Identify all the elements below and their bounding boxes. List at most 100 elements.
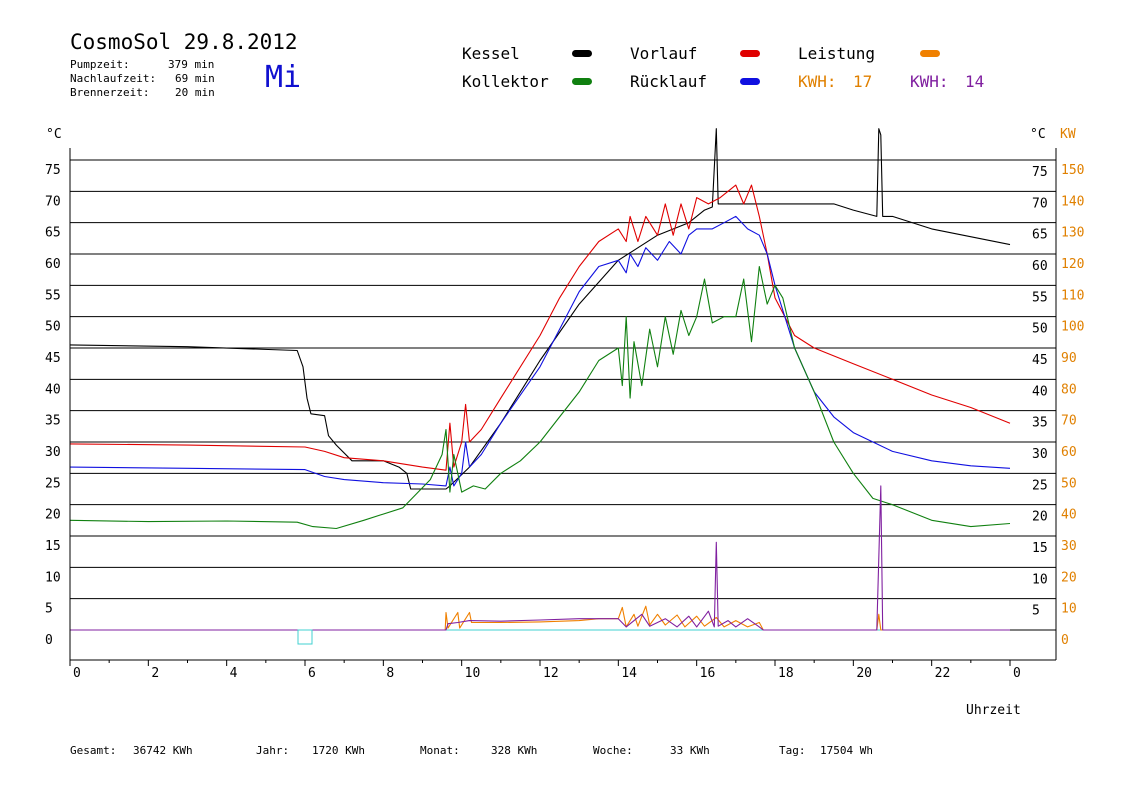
y-tick-left-55: 55 [45,288,61,303]
y-tick-right-40: 40 [1032,384,1048,399]
chart-axes: °C °C KW0510152025303540455055606570755101… [45,127,1084,718]
nachlaufzeit-label: Nachlaufzeit: [70,72,157,85]
kw-tick-100: 100 [1061,320,1084,335]
x-tick-label-5: 10 [465,666,481,681]
footer-jahr-label: Jahr: [256,744,290,757]
y-tick-left-40: 40 [45,382,61,397]
y-tick-left-10: 10 [45,570,61,585]
y-tick-left-60: 60 [45,257,61,272]
y-tick-left-50: 50 [45,320,61,335]
y-tick-right-35: 35 [1032,416,1048,431]
y-tick-right-70: 70 [1032,196,1048,211]
y-tick-left-75: 75 [45,163,61,178]
kwh-label-2: KWH: [910,72,949,91]
x-tick-label-1: 2 [151,666,159,681]
legend-leistung-label: Leistung [798,44,876,63]
y-tick-right-10: 10 [1032,572,1048,587]
brennerzeit-value: 20 min [175,86,215,99]
y-tick-left-15: 15 [45,539,61,554]
y-unit-left: °C [46,127,62,142]
footer-woche-value: 33 KWh [670,744,710,757]
x-axis-label: Uhrzeit [966,703,1021,718]
x-tick-label-3: 6 [308,666,316,681]
kw-tick-150: 150 [1061,163,1084,178]
y-tick-right-5: 5 [1032,604,1040,619]
x-tick-label-6: 12 [543,666,559,681]
weekday-label: Mi [265,60,302,95]
kw-tick-80: 80 [1061,382,1077,397]
legend-kollektor-label: Kollektor [462,72,549,91]
legend-vorlauf-label: Vorlauf [630,44,698,63]
y-tick-right-45: 45 [1032,353,1048,368]
footer-woche-label: Woche: [593,744,633,757]
series-leistung [70,605,1010,631]
y-tick-left-45: 45 [45,351,61,366]
y-tick-right-50: 50 [1032,322,1048,337]
footer-tag-value: 17504 Wh [820,744,873,757]
kw-tick-110: 110 [1061,288,1084,303]
nachlaufzeit-value: 69 min [175,72,215,85]
footer-gesamt-label: Gesamt: [70,744,117,757]
brennerzeit-label: Brennerzeit: [70,86,150,99]
y-tick-left-65: 65 [45,226,61,241]
x-tick-label-11: 22 [935,666,951,681]
y-tick-left-30: 30 [45,445,61,460]
y-tick-right-20: 20 [1032,510,1048,525]
pumpzeit-value: 379 min [168,58,215,71]
legend-vorlauf-swatch [740,50,760,57]
y-tick-left-0: 0 [45,633,53,648]
kw-tick-70: 70 [1061,414,1077,429]
kwh-value-1: 17 [853,72,873,91]
footer-gesamt-value: 36742 KWh [133,744,193,757]
y-tick-right-15: 15 [1032,541,1048,556]
series-kollektor [69,265,1011,530]
x-tick-label-0: 0 [73,666,81,681]
x-tick-label-9: 18 [778,666,794,681]
kw-tick-90: 90 [1061,351,1077,366]
series-kwh [70,485,1010,631]
kw-tick-30: 30 [1061,539,1077,554]
y-tick-left-5: 5 [45,602,53,617]
y-tick-right-65: 65 [1032,228,1048,243]
x-tick-label-8: 16 [700,666,716,681]
y-tick-right-30: 30 [1032,447,1048,462]
y-tick-right-60: 60 [1032,259,1048,274]
kw-tick-50: 50 [1061,476,1077,491]
legend-kessel-label: Kessel [462,44,520,63]
y-tick-right-75: 75 [1032,165,1048,180]
kw-tick-10: 10 [1061,602,1077,617]
x-tick-label-2: 4 [230,666,238,681]
y-tick-left-70: 70 [45,194,61,209]
kwh-value-2: 14 [965,72,985,91]
y-tick-left-35: 35 [45,414,61,429]
legend-leistung-swatch [920,50,940,57]
x-tick-label-10: 20 [856,666,872,681]
footer-tag-label: Tag: [779,744,806,757]
kw-tick-130: 130 [1061,226,1084,241]
kw-tick-140: 140 [1061,194,1084,209]
time-marker [297,629,313,645]
series-kessel [69,128,1011,490]
y-tick-left-25: 25 [45,476,61,491]
kw-tick-40: 40 [1061,508,1077,523]
chart-grid [70,159,1056,631]
y-tick-right-25: 25 [1032,478,1048,493]
kw-tick-60: 60 [1061,445,1077,460]
y-tick-left-20: 20 [45,508,61,523]
y-tick-right-55: 55 [1032,290,1048,305]
footer-monat-label: Monat: [420,744,460,757]
legend-ruecklauf-label: Rücklauf [630,72,708,91]
footer-monat-value: 328 KWh [491,744,538,757]
x-tick-label-7: 14 [621,666,637,681]
legend-kessel-swatch [572,50,592,57]
chart-series [69,128,1011,631]
legend-ruecklauf-swatch [740,78,760,85]
x-tick-label-4: 8 [386,666,394,681]
pumpzeit-label: Pumpzeit: [70,58,130,71]
chart-title: CosmoSol 29.8.2012 [70,30,298,54]
footer-jahr-value: 1720 KWh [312,744,365,757]
kw-tick-120: 120 [1061,257,1084,272]
x-tick-label-12: 0 [1013,666,1021,681]
kw-tick-0: 0 [1061,633,1069,648]
